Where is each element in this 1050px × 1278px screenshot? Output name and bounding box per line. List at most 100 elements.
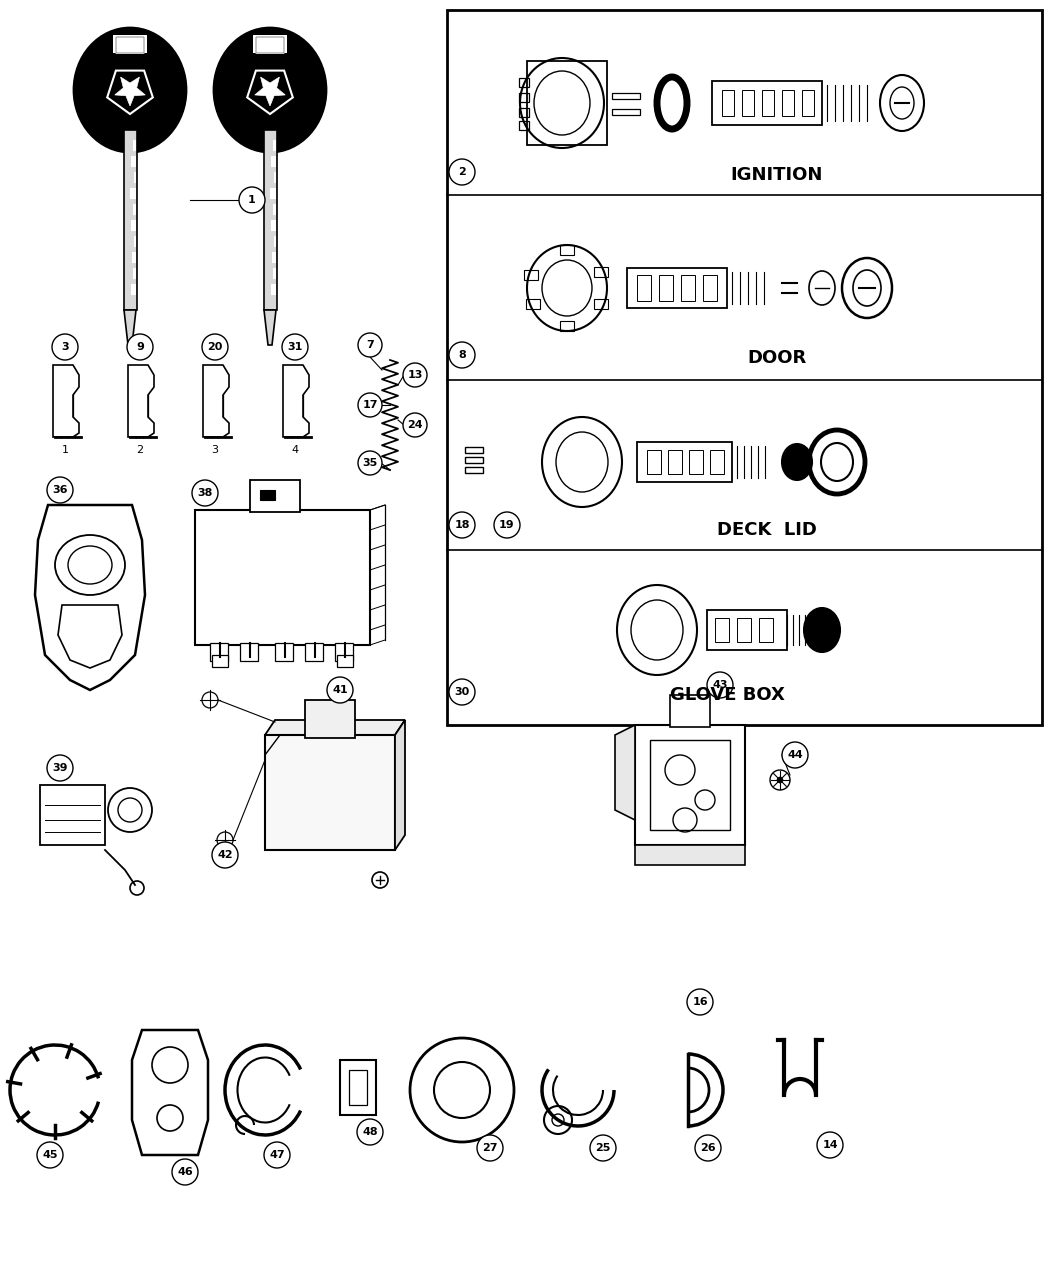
Bar [647, 450, 662, 474]
Bar [704, 275, 717, 302]
Bar [273, 141, 276, 151]
Bar [637, 275, 651, 302]
Text: 14: 14 [822, 1140, 838, 1150]
Circle shape [358, 394, 382, 417]
Bar [722, 89, 734, 116]
Text: 24: 24 [407, 420, 423, 429]
Bar [527, 61, 607, 144]
Text: 43: 43 [712, 680, 728, 690]
FancyBboxPatch shape [255, 36, 285, 54]
Bar [240, 643, 258, 661]
Bar [627, 268, 727, 308]
Circle shape [358, 451, 382, 475]
Bar [260, 489, 275, 500]
Text: 2: 2 [458, 167, 466, 176]
Bar [560, 321, 574, 331]
Bar [612, 109, 640, 115]
Circle shape [687, 989, 713, 1015]
Bar [270, 188, 276, 199]
Bar [131, 220, 136, 231]
Polygon shape [114, 77, 145, 106]
Bar [712, 81, 822, 125]
Bar [560, 245, 574, 256]
Circle shape [172, 1159, 198, 1185]
Circle shape [403, 363, 427, 387]
Circle shape [37, 1143, 63, 1168]
Circle shape [777, 777, 783, 783]
Bar [274, 173, 276, 183]
Polygon shape [615, 725, 635, 820]
Polygon shape [255, 77, 286, 106]
Bar [707, 610, 788, 651]
Bar [802, 89, 814, 116]
Bar [133, 268, 136, 279]
Polygon shape [284, 366, 309, 437]
Bar [273, 268, 276, 279]
Bar [133, 204, 136, 215]
Text: 25: 25 [595, 1143, 611, 1153]
Bar [337, 656, 353, 667]
Text: 4: 4 [292, 445, 298, 455]
Bar [715, 619, 729, 642]
Bar [271, 284, 276, 295]
Bar [759, 619, 773, 642]
Polygon shape [265, 720, 405, 735]
Bar [264, 130, 277, 311]
Circle shape [127, 334, 153, 360]
Circle shape [449, 679, 475, 705]
Bar [349, 1070, 368, 1105]
Text: 26: 26 [700, 1143, 716, 1153]
Text: 1: 1 [248, 196, 256, 204]
Ellipse shape [782, 443, 812, 481]
Text: 9: 9 [136, 343, 144, 351]
Bar [465, 447, 483, 452]
FancyBboxPatch shape [116, 36, 145, 54]
Bar [130, 188, 136, 199]
Ellipse shape [74, 28, 186, 152]
Bar [668, 450, 682, 474]
Bar [255, 37, 285, 52]
Bar [637, 442, 732, 482]
Bar [131, 156, 136, 167]
Text: 3: 3 [61, 343, 69, 351]
Text: 27: 27 [482, 1143, 498, 1153]
Bar [132, 252, 137, 263]
Text: 13: 13 [407, 371, 423, 380]
Bar [273, 204, 276, 215]
Circle shape [357, 1120, 383, 1145]
Text: 8: 8 [458, 350, 466, 360]
Text: 19: 19 [499, 520, 514, 530]
Polygon shape [395, 720, 405, 850]
Bar [212, 656, 228, 667]
Circle shape [52, 334, 78, 360]
Text: 2: 2 [136, 445, 144, 455]
Ellipse shape [214, 28, 326, 152]
Text: 17: 17 [362, 400, 378, 410]
Bar [340, 1059, 376, 1114]
Bar [113, 35, 147, 52]
Circle shape [212, 842, 238, 868]
Bar [650, 740, 730, 829]
Bar [124, 130, 136, 311]
Bar [116, 37, 145, 52]
Bar [635, 725, 746, 845]
Text: 38: 38 [197, 488, 213, 498]
Text: 46: 46 [177, 1167, 193, 1177]
Polygon shape [124, 311, 136, 345]
Circle shape [817, 1132, 843, 1158]
Text: DECK  LID: DECK LID [717, 521, 817, 539]
Text: 48: 48 [362, 1127, 378, 1137]
Bar [265, 735, 395, 850]
Text: 20: 20 [207, 343, 223, 351]
Bar [210, 643, 228, 661]
Bar [519, 93, 529, 102]
Bar [519, 109, 529, 118]
Bar [465, 458, 483, 463]
Bar [253, 35, 287, 52]
Bar [659, 275, 673, 302]
Bar [274, 236, 276, 247]
Circle shape [590, 1135, 616, 1160]
Bar [762, 89, 774, 116]
Circle shape [202, 334, 228, 360]
Text: 45: 45 [42, 1150, 58, 1160]
